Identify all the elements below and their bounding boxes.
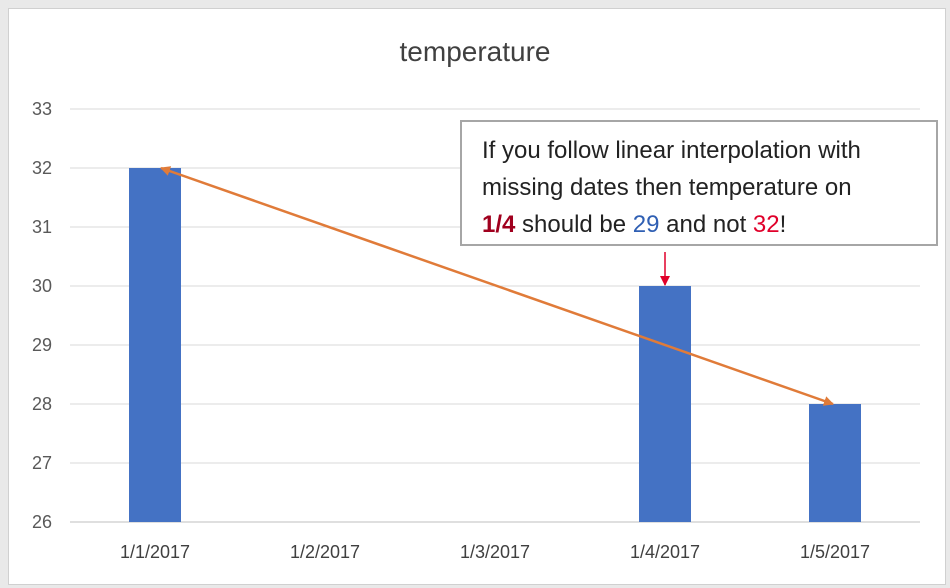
- bar-1/1/2017: [129, 168, 181, 522]
- y-tick-label: 26: [32, 512, 52, 532]
- y-tick-label: 30: [32, 276, 52, 296]
- x-tick-label: 1/1/2017: [120, 542, 190, 562]
- annotation-callout: If you follow linear interpolation with …: [460, 120, 938, 246]
- annotation-line-1: If you follow linear interpolation with: [482, 137, 861, 164]
- x-tick-label: 1/2/2017: [290, 542, 360, 562]
- annotation-and-text: and not: [659, 211, 753, 238]
- annotation-mid-text: should be: [515, 211, 633, 238]
- y-tick-label: 33: [32, 99, 52, 119]
- y-tick-label: 31: [32, 217, 52, 237]
- annotation-line-2: missing dates then temperature on: [482, 174, 852, 201]
- interpolation-arrow: [160, 166, 834, 406]
- annotation-actual-value: 32: [752, 211, 780, 238]
- x-tick-label: 1/3/2017: [460, 542, 530, 562]
- y-tick-label: 32: [32, 158, 52, 178]
- x-tick-label: 1/5/2017: [800, 542, 870, 562]
- y-tick-label: 28: [32, 394, 52, 414]
- annotation-end-text: !: [779, 211, 787, 238]
- annotation-interpolated-value: 29: [632, 211, 660, 238]
- bar-1/5/2017: [809, 404, 861, 522]
- y-tick-label: 27: [32, 453, 52, 473]
- bar-1/4/2017: [639, 286, 691, 522]
- x-tick-label: 1/4/2017: [630, 542, 700, 562]
- annotation-line-3: 1/4 should be 29 and not 32!: [482, 206, 922, 243]
- y-tick-label: 29: [32, 335, 52, 355]
- chart-title: temperature: [399, 36, 551, 67]
- annotation-date: 1/4: [482, 211, 516, 238]
